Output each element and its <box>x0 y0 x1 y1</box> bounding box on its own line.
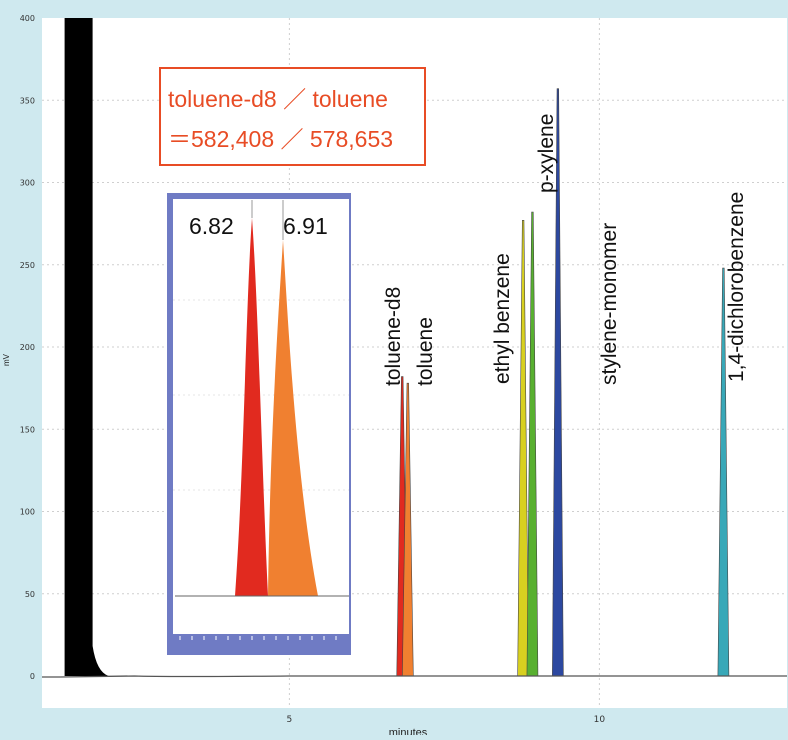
peak-label-stylene-monomer: stylene-monomer <box>598 223 621 385</box>
peak-label-ethyl-benzene: ethyl benzene <box>491 253 514 384</box>
peak-label-toluene: toluene <box>414 317 437 386</box>
x-tick-labels: 5 10 <box>287 715 606 725</box>
inset-label-peak1: 6.82 <box>189 213 234 239</box>
peak-labels: toluene-d8 toluene ethyl benzene p-xylene st… <box>382 114 748 386</box>
peak-label-1-4-dichlorobenzene: 1,4-dichlorobenzene <box>725 192 748 382</box>
peaks-layer <box>64 18 730 677</box>
inset-peaks <box>173 200 349 640</box>
ratio-line1: toluene-d8 ／ toluene <box>168 86 388 112</box>
peak-label-toluene-d8: toluene-d8 <box>382 287 405 386</box>
y-axis-title: mV <box>2 353 11 366</box>
inset-peak-toluene-d8 <box>235 218 268 596</box>
y-tick-label: 50 <box>25 590 35 599</box>
y-tick-label: 300 <box>20 179 35 188</box>
y-tick-label: 100 <box>20 508 35 517</box>
peak-label-p-xylene: p-xylene <box>535 114 558 193</box>
peak-solvent <box>64 18 109 676</box>
ratio-annotation: toluene-d8 ／ toluene ＝582,408 ／ 578,653 <box>159 67 426 166</box>
x-tick-label: 10 <box>594 715 606 725</box>
y-tick-label: 350 <box>20 96 35 105</box>
y-tick-label: 250 <box>20 261 35 270</box>
inset-peak-toluene <box>268 240 318 596</box>
y-tick-label: 200 <box>20 343 35 352</box>
ratio-line2: ＝582,408 ／ 578,653 <box>168 126 393 152</box>
y-tick-label: 0 <box>30 672 35 681</box>
x-axis-title: minutes <box>389 727 428 735</box>
y-tick-label: 400 <box>20 14 35 23</box>
y-tick-label: 150 <box>20 425 35 434</box>
y-tick-labels: 0 50 100 150 200 250 300 350 400 <box>20 14 35 681</box>
ratio-box <box>159 67 426 166</box>
inset-zoom: 6.82 6.91 <box>167 193 351 655</box>
inset-label-peak2: 6.91 <box>283 213 328 239</box>
baseline-trace <box>42 675 787 678</box>
x-tick-label: 5 <box>287 715 293 725</box>
